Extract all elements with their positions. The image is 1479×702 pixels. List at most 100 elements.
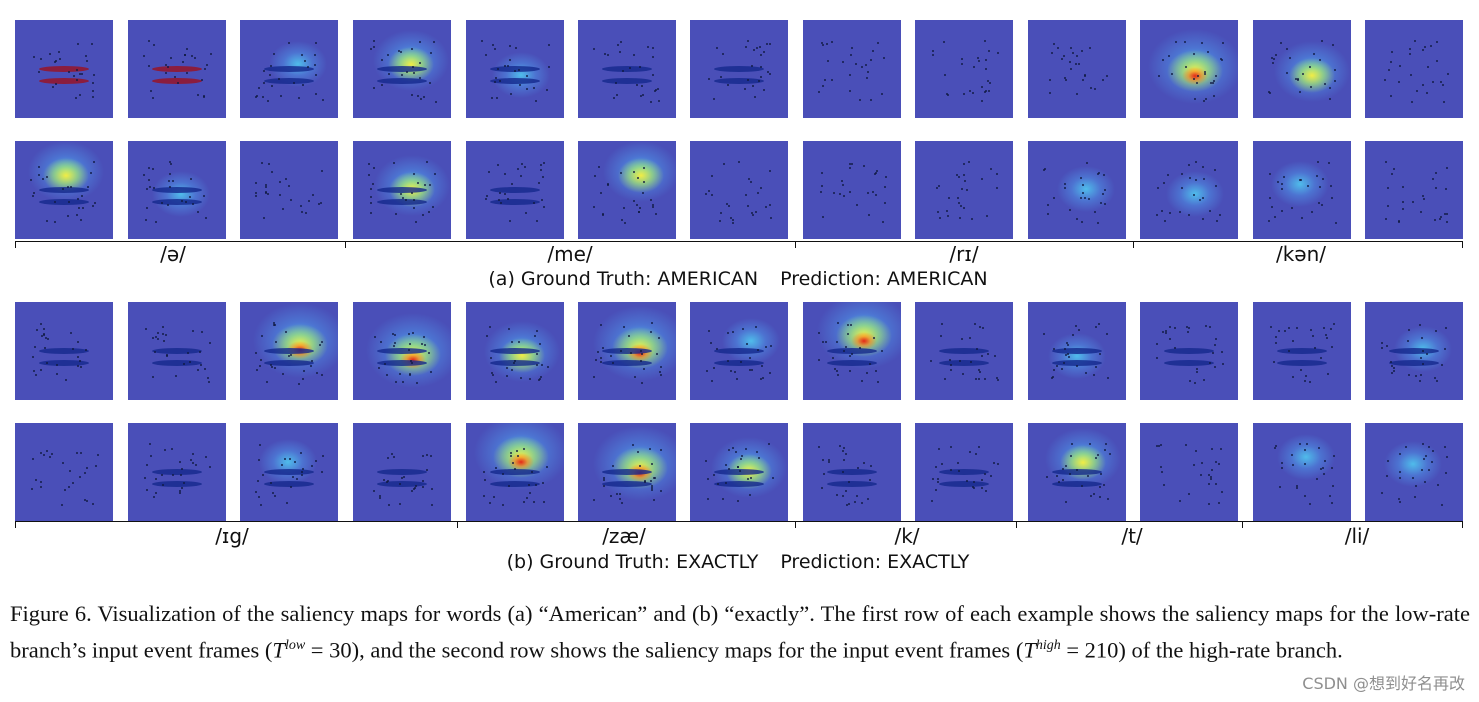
lip-outline [39,78,89,84]
event-dot [727,332,729,334]
event-dot [1435,330,1437,332]
event-dot [1095,457,1097,459]
event-dot [1071,443,1073,445]
event-dot [426,161,428,163]
event-dot [1327,373,1329,375]
event-dot [1388,69,1390,71]
event-dot [643,181,645,183]
event-dot [169,186,171,188]
event-dot [1102,79,1104,81]
event-dot [1188,327,1190,329]
event-dot [68,201,70,203]
event-dot [68,486,70,488]
event-dot [1085,372,1087,374]
lip-outline [152,66,202,72]
event-dot [849,90,851,92]
event-dot [987,353,989,355]
event-dot [1106,75,1108,77]
event-dot [1203,379,1205,381]
event-dot [256,369,258,371]
event-dot [1275,342,1277,344]
event-dot [428,211,430,213]
event-dot [413,488,415,490]
event-dot [772,477,774,479]
event-dot [766,43,768,45]
lip-outline [264,348,314,354]
event-dot [831,41,833,43]
event-dot [745,46,747,48]
event-dot [400,193,402,195]
lip-outline [714,348,764,354]
event-dot [1296,327,1298,329]
event-dot [79,360,81,362]
event-dot [988,90,990,92]
event-dot [319,344,321,346]
event-dot [988,50,990,52]
event-dot [932,50,934,52]
event-dot [536,353,538,355]
event-dot [197,94,199,96]
saliency-map-tile [578,20,676,118]
event-dot [1086,162,1088,164]
event-dot [1221,351,1223,353]
event-dot [651,463,653,465]
event-dot [1305,375,1307,377]
event-dot [1275,445,1277,447]
event-dot [543,162,545,164]
event-dot [47,338,49,340]
event-dot [1300,179,1302,181]
event-dot [1076,218,1078,220]
event-dot [990,475,992,477]
event-dot [320,202,322,204]
lip-outline [1164,348,1214,354]
event-dot [1409,48,1411,50]
event-dot [751,212,753,214]
event-dot [424,184,426,186]
event-dot [422,480,424,482]
event-dot [708,330,710,332]
lip-outline [152,481,202,487]
event-dot [271,366,273,368]
event-dot [386,481,388,483]
event-dot [745,448,747,450]
event-dot [177,82,179,84]
event-dot [723,163,725,165]
event-dot [72,348,74,350]
event-dot [546,89,548,91]
event-dot [755,326,757,328]
event-dot [1310,86,1312,88]
segment-label-b-3: /t/ [1121,524,1143,548]
event-dot [1161,210,1163,212]
event-dot [885,176,887,178]
event-dot [760,378,762,380]
event-dot [312,194,314,196]
event-dot [92,205,94,207]
event-dot [38,166,40,168]
event-dot [641,382,643,384]
event-dot [850,54,852,56]
event-dot [1075,325,1077,327]
event-dot [612,465,614,467]
event-dot [168,180,170,182]
event-dot [1422,195,1424,197]
event-dot [155,492,157,494]
event-dot [875,194,877,196]
event-dot [833,192,835,194]
saliency-map-tile [128,20,226,118]
event-dot [728,468,730,470]
event-dot [1208,483,1210,485]
event-dot [1387,460,1389,462]
event-dot [298,383,300,385]
event-dot [1412,201,1414,203]
event-dot [1218,463,1220,465]
event-dot [637,177,639,179]
event-dot [713,367,715,369]
event-dot [851,353,853,355]
event-dot [869,363,871,365]
event-dot [1222,363,1224,365]
event-dot [1109,453,1111,455]
event-dot [209,342,211,344]
event-dot [884,202,886,204]
event-dot [639,207,641,209]
event-dot [1321,40,1323,42]
